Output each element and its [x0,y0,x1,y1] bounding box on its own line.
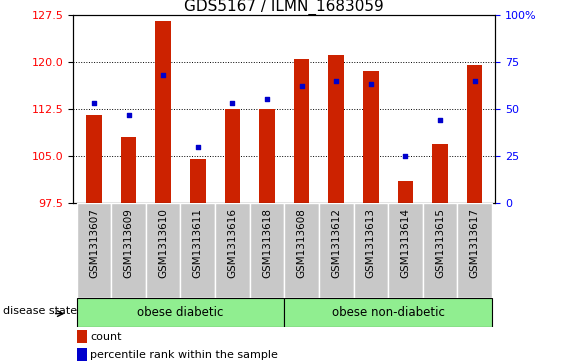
Point [90,100,99,106]
Text: obese non-diabetic: obese non-diabetic [332,306,445,319]
Bar [432,143,448,203]
Bar [294,58,310,203]
Text: GSM1313613: GSM1313613 [366,208,376,278]
Text: GSM1313608: GSM1313608 [297,208,307,278]
Bar [77,348,87,361]
FancyBboxPatch shape [354,203,388,298]
FancyBboxPatch shape [111,203,146,298]
Bar [77,330,87,343]
Text: count: count [90,332,122,342]
FancyBboxPatch shape [284,298,492,327]
Point [297,83,306,89]
Text: GSM1313609: GSM1313609 [123,208,133,278]
Title: GDS5167 / ILMN_1683059: GDS5167 / ILMN_1683059 [185,0,384,15]
Bar [121,137,136,203]
Bar [328,56,344,203]
FancyBboxPatch shape [215,203,250,298]
FancyBboxPatch shape [146,203,181,298]
Bar [225,109,240,203]
FancyBboxPatch shape [181,203,215,298]
Bar [467,65,482,203]
Point [159,72,168,78]
Text: GSM1313614: GSM1313614 [400,208,410,278]
FancyBboxPatch shape [457,203,492,298]
FancyBboxPatch shape [77,298,284,327]
Point [470,78,479,83]
Point [401,153,410,159]
Text: GSM1313615: GSM1313615 [435,208,445,278]
FancyBboxPatch shape [319,203,354,298]
Text: obese diabetic: obese diabetic [137,306,224,319]
Bar [259,109,275,203]
Bar [363,71,379,203]
FancyBboxPatch shape [388,203,423,298]
Text: disease state: disease state [3,306,77,316]
Text: GSM1313618: GSM1313618 [262,208,272,278]
Text: GSM1313611: GSM1313611 [193,208,203,278]
Text: GSM1313617: GSM1313617 [470,208,480,278]
Bar [397,181,413,203]
Point [332,78,341,83]
Text: percentile rank within the sample: percentile rank within the sample [90,350,278,360]
Text: GSM1313612: GSM1313612 [331,208,341,278]
Text: GSM1313610: GSM1313610 [158,208,168,278]
Point [124,112,133,118]
Point [262,97,271,102]
Text: GSM1313616: GSM1313616 [227,208,238,278]
Text: GSM1313607: GSM1313607 [89,208,99,278]
Bar [155,21,171,203]
Bar [86,115,102,203]
FancyBboxPatch shape [284,203,319,298]
FancyBboxPatch shape [250,203,284,298]
Point [436,117,445,123]
Point [193,144,202,150]
FancyBboxPatch shape [423,203,457,298]
Point [367,81,376,87]
FancyBboxPatch shape [77,203,111,298]
Bar [190,159,205,203]
Point [228,100,237,106]
